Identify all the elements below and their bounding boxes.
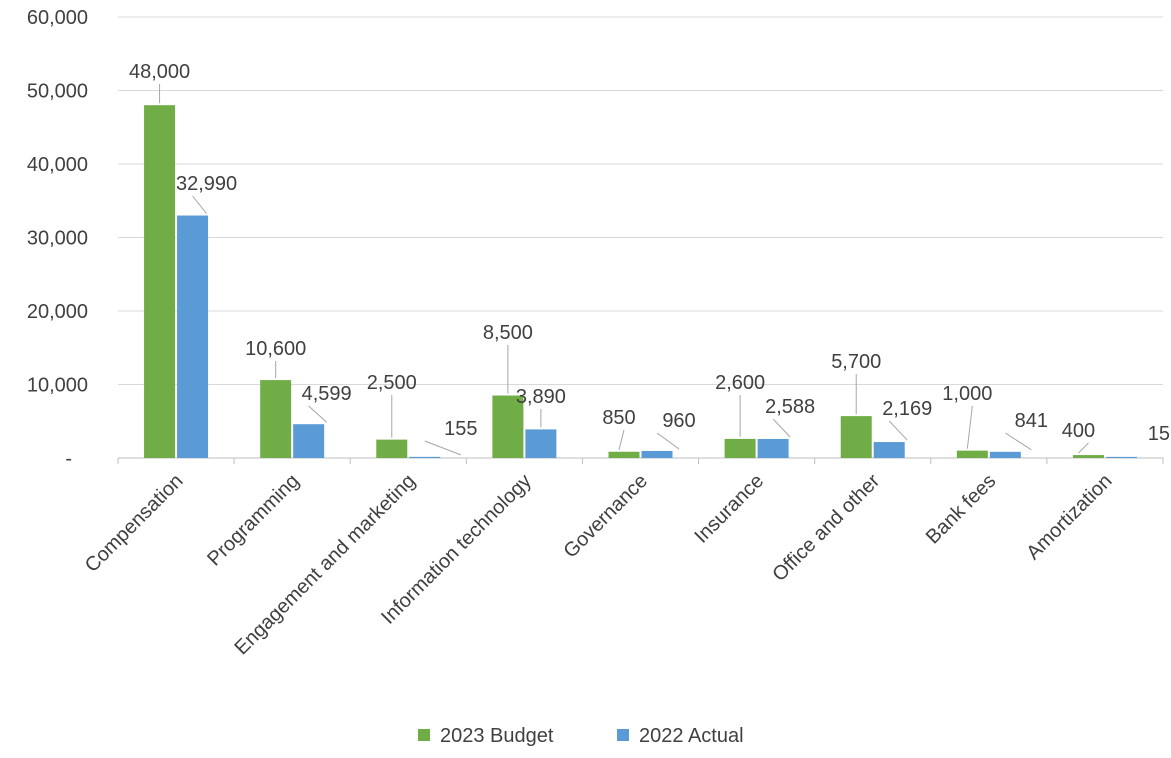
legend-swatch-2022-actual bbox=[617, 729, 629, 741]
data-label-2022-actual: 841 bbox=[1015, 410, 1048, 432]
bar-2023-budget bbox=[956, 450, 988, 458]
leader-line bbox=[966, 405, 973, 449]
bar-2022-actual bbox=[641, 450, 673, 458]
data-label-2023-budget: 48,000 bbox=[129, 61, 190, 83]
bar-2023-budget bbox=[492, 395, 524, 458]
bar-2023-budget bbox=[608, 451, 640, 458]
y-tick-label: 20,000 bbox=[27, 301, 88, 323]
leader-line bbox=[618, 429, 625, 450]
x-category-label: Insurance bbox=[690, 470, 768, 548]
data-label-2023-budget: 2,500 bbox=[367, 372, 417, 394]
bar-2023-budget bbox=[144, 105, 176, 458]
data-label-2022-actual: 2,169 bbox=[882, 398, 932, 420]
bar-2022-actual bbox=[409, 456, 441, 458]
gridlines bbox=[118, 16, 1163, 385]
data-label-2022-actual: 960 bbox=[662, 410, 695, 432]
data-label-2022-actual: 3,890 bbox=[516, 386, 566, 408]
data-label-2023-budget: 850 bbox=[602, 407, 635, 429]
data-label-2023-budget: 10,600 bbox=[245, 338, 306, 360]
data-label-2023-budget: 1,000 bbox=[942, 383, 992, 405]
leader-line bbox=[656, 432, 680, 450]
bar-2023-budget bbox=[1072, 455, 1104, 458]
leader-line bbox=[1078, 442, 1089, 454]
bar-2022-actual bbox=[177, 215, 209, 458]
x-category-label: Office and other bbox=[768, 470, 884, 586]
data-label-2022-actual: 4,599 bbox=[302, 383, 352, 405]
bar-2023-budget bbox=[840, 416, 872, 458]
leader-line bbox=[888, 420, 908, 441]
data-label-2023-budget: 400 bbox=[1062, 420, 1095, 442]
data-label-2023-budget: 8,500 bbox=[483, 322, 533, 344]
bar-2022-actual bbox=[873, 442, 905, 458]
data-label-2022-actual: 2,588 bbox=[765, 396, 815, 418]
x-category-label: Compensation bbox=[81, 470, 188, 577]
bar-2022-actual bbox=[1105, 456, 1137, 458]
data-label-2022-actual: 155 bbox=[444, 418, 477, 440]
x-category-label: Governance bbox=[559, 470, 652, 563]
x-category-label: Programming bbox=[203, 470, 303, 570]
x-category-label: Amortization bbox=[1022, 470, 1116, 564]
data-labels: 48,000 32,990 10,600 4,599 2,500 155 8,500 3,89… bbox=[129, 61, 1171, 456]
bar-2023-budget bbox=[376, 439, 408, 458]
y-tick-label: 50,000 bbox=[27, 81, 88, 103]
data-label-2023-budget: 2,600 bbox=[715, 372, 765, 394]
legend-label-2022-actual: 2022 Actual bbox=[639, 725, 744, 747]
legend: 2023 Budget 2022 Actual bbox=[418, 725, 744, 747]
data-label-2022-actual: 32,990 bbox=[176, 173, 237, 195]
y-tick-label: 40,000 bbox=[27, 154, 88, 176]
leader-line bbox=[192, 195, 207, 214]
leader-line bbox=[424, 440, 461, 456]
bar-2022-actual bbox=[757, 438, 789, 458]
y-tick-label: 30,000 bbox=[27, 228, 88, 250]
x-category-label: Bank fees bbox=[922, 470, 1000, 548]
bar-2022-actual bbox=[525, 429, 557, 458]
data-label-2023-budget: 5,700 bbox=[831, 351, 881, 373]
leader-line bbox=[308, 405, 328, 423]
data-label-2022-actual: 152 bbox=[1148, 423, 1171, 445]
bar-2022-actual bbox=[293, 424, 325, 458]
y-tick-label: 60,000 bbox=[27, 7, 88, 29]
leader-line bbox=[772, 418, 791, 438]
bars bbox=[144, 105, 1137, 458]
bar-2022-actual bbox=[989, 451, 1021, 458]
legend-swatch-2023-budget bbox=[418, 729, 430, 741]
leader-line bbox=[1005, 432, 1032, 451]
legend-label-2023-budget: 2023 Budget bbox=[440, 725, 554, 747]
y-tick-label: 10,000 bbox=[27, 375, 88, 397]
bar-2023-budget bbox=[260, 380, 292, 458]
bar-2023-budget bbox=[724, 438, 756, 458]
y-tick-label: - bbox=[65, 448, 72, 470]
